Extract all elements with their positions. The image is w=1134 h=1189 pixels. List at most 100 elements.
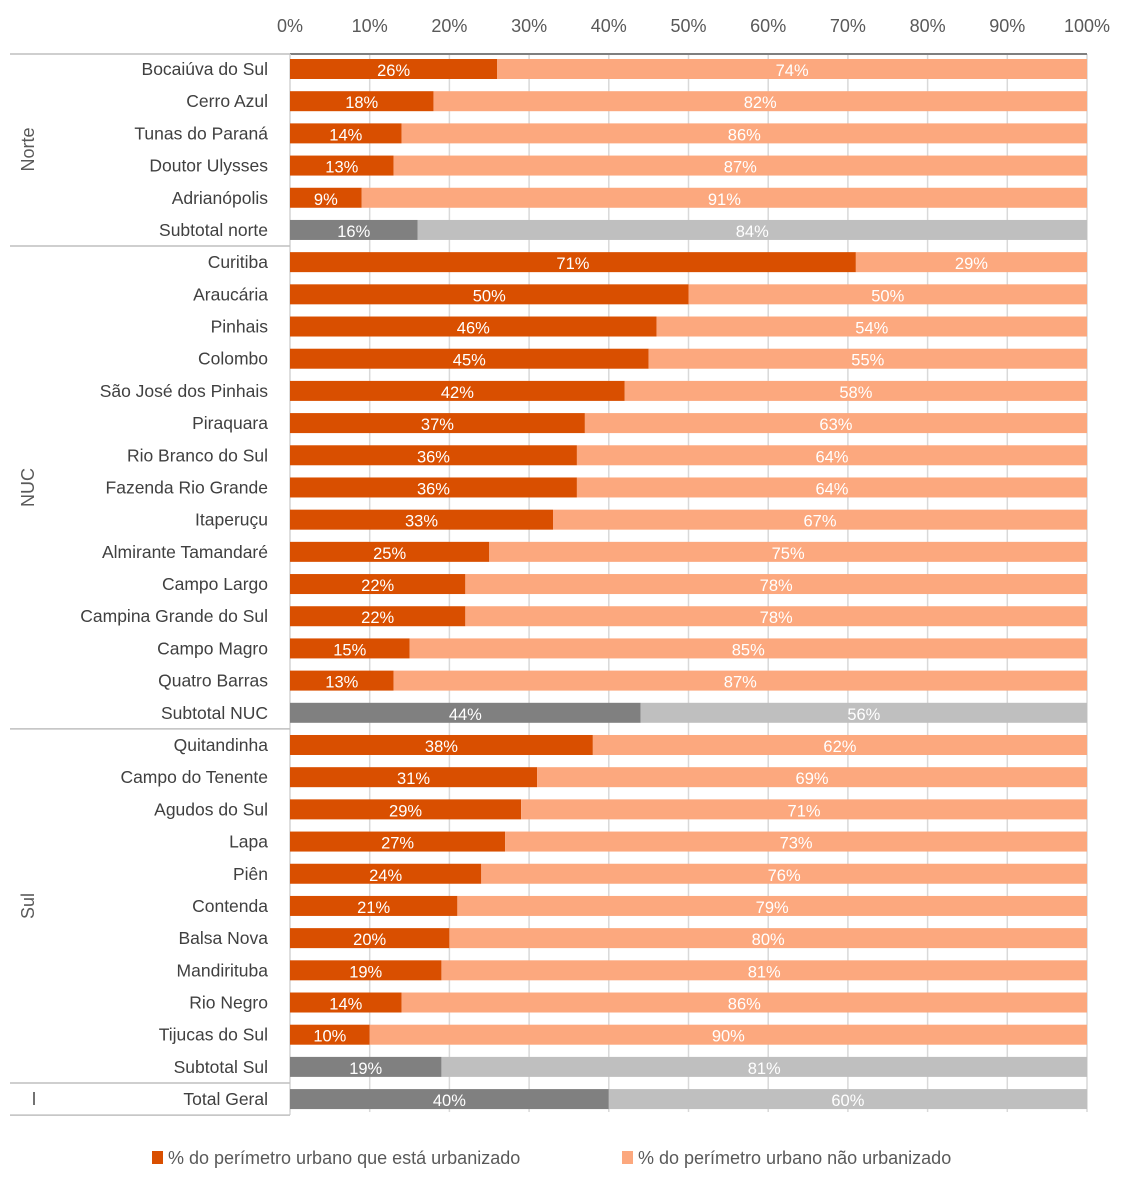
data-label-not-urbanized: 54% <box>855 320 888 338</box>
category-label: Pinhais <box>211 317 269 337</box>
bar-not-urbanized <box>441 960 1087 981</box>
bar-urbanized <box>290 1056 442 1077</box>
bar-urbanized <box>290 574 466 595</box>
data-label-not-urbanized: 50% <box>871 287 904 305</box>
bar-urbanized <box>290 445 577 466</box>
category-label: Tijucas do Sul <box>159 1025 268 1045</box>
bar-urbanized <box>290 59 498 79</box>
data-label-urbanized: 42% <box>441 384 474 402</box>
x-tick-label: 30% <box>511 16 547 36</box>
data-label-urbanized: 19% <box>349 963 382 981</box>
data-label-not-urbanized: 81% <box>748 963 781 981</box>
data-label-not-urbanized: 67% <box>803 513 836 531</box>
bar-urbanized <box>290 316 657 337</box>
legend-label-not-urbanized: % do perímetro urbano não urbanizado <box>638 1148 951 1168</box>
data-label-urbanized: 13% <box>325 674 358 692</box>
bar-urbanized <box>290 799 522 820</box>
bar-not-urbanized <box>624 380 1087 401</box>
bar-urbanized <box>290 123 402 144</box>
group-label: I <box>31 1089 36 1109</box>
data-label-not-urbanized: 71% <box>788 802 821 820</box>
category-label: Total Geral <box>183 1089 268 1109</box>
data-label-not-urbanized: 82% <box>744 94 777 112</box>
bar-urbanized <box>290 831 506 852</box>
bar-urbanized <box>290 895 458 916</box>
bar-urbanized <box>290 348 649 369</box>
bar-not-urbanized <box>553 509 1087 530</box>
data-label-urbanized: 40% <box>433 1092 466 1110</box>
bar-not-urbanized <box>369 1024 1087 1045</box>
category-label: Mandirituba <box>177 960 269 980</box>
bar-not-urbanized <box>648 348 1087 369</box>
bar-urbanized <box>290 960 442 981</box>
category-label: Subtotal Sul <box>174 1057 268 1077</box>
bar-urbanized <box>290 606 466 627</box>
category-label: Cerro Azul <box>186 91 268 111</box>
category-label: Curitiba <box>208 252 269 272</box>
bar-urbanized <box>290 252 856 273</box>
data-label-not-urbanized: 58% <box>839 384 872 402</box>
data-label-urbanized: 14% <box>329 126 362 144</box>
group-separators <box>10 53 290 1116</box>
bar-urbanized <box>290 509 554 530</box>
bar-not-urbanized <box>449 928 1087 949</box>
bar-urbanized <box>290 155 394 176</box>
legend-item-urbanized[interactable]: % do perímetro urbano que está urbanizad… <box>152 1148 520 1168</box>
data-label-urbanized: 18% <box>345 94 378 112</box>
data-label-not-urbanized: 64% <box>815 480 848 498</box>
x-tick-label: 10% <box>352 16 388 36</box>
bar-urbanized <box>290 734 593 755</box>
data-label-not-urbanized: 78% <box>760 609 793 627</box>
bar-not-urbanized <box>401 123 1088 144</box>
data-label-urbanized: 10% <box>313 1028 346 1046</box>
data-label-urbanized: 36% <box>417 448 450 466</box>
bar-urbanized <box>290 863 482 884</box>
x-tick-label: 0% <box>277 16 303 36</box>
data-label-not-urbanized: 86% <box>728 996 761 1014</box>
data-label-urbanized: 21% <box>357 899 390 917</box>
x-tick-label: 20% <box>431 16 467 36</box>
bar-not-urbanized <box>393 670 1087 691</box>
data-label-not-urbanized: 80% <box>752 931 785 949</box>
data-label-urbanized: 20% <box>353 931 386 949</box>
category-label: Rio Negro <box>189 993 268 1013</box>
data-label-urbanized: 9% <box>314 191 338 209</box>
bar-not-urbanized <box>584 413 1087 434</box>
data-label-not-urbanized: 87% <box>724 674 757 692</box>
bar-urbanized <box>290 219 418 240</box>
bar-not-urbanized <box>465 574 1088 595</box>
category-label: Piên <box>233 864 268 884</box>
bar-urbanized <box>290 187 362 208</box>
bar-not-urbanized <box>576 477 1087 498</box>
category-label: Araucária <box>193 284 268 304</box>
bar-not-urbanized <box>640 702 1087 723</box>
bar-not-urbanized <box>537 767 1087 788</box>
bar-not-urbanized <box>441 1056 1087 1077</box>
bars: 26% 74% 18% 82% 14% 86% 13% 87% 9% 91% 16% 84% 71% 29… <box>290 59 1088 1110</box>
category-label: Contenda <box>192 896 268 916</box>
x-tick-label: 60% <box>750 16 786 36</box>
data-label-not-urbanized: 79% <box>756 899 789 917</box>
bar-not-urbanized <box>457 895 1087 916</box>
data-label-urbanized: 22% <box>361 609 394 627</box>
category-label: Campina Grande do Sul <box>80 606 268 626</box>
x-tick-label: 70% <box>830 16 866 36</box>
category-label: Agudos do Sul <box>154 799 268 819</box>
bar-urbanized <box>290 413 585 434</box>
category-label: Lapa <box>229 832 268 852</box>
group-labels: Norte NUC Sul I <box>18 127 38 1109</box>
data-label-urbanized: 29% <box>389 802 422 820</box>
bar-not-urbanized <box>688 284 1087 305</box>
legend-item-not-urbanized[interactable]: % do perímetro urbano não urbanizado <box>622 1148 951 1168</box>
legend: % do perímetro urbano que está urbanizad… <box>152 1148 951 1168</box>
category-label: Campo do Tenente <box>120 767 268 787</box>
data-label-not-urbanized: 87% <box>724 159 757 177</box>
data-label-urbanized: 45% <box>453 352 486 370</box>
group-label: Norte <box>18 127 38 171</box>
bar-urbanized <box>290 1089 609 1110</box>
category-label: Campo Largo <box>162 574 268 594</box>
category-label: Campo Magro <box>157 638 268 658</box>
bar-not-urbanized <box>401 992 1088 1013</box>
bar-not-urbanized <box>521 799 1087 820</box>
